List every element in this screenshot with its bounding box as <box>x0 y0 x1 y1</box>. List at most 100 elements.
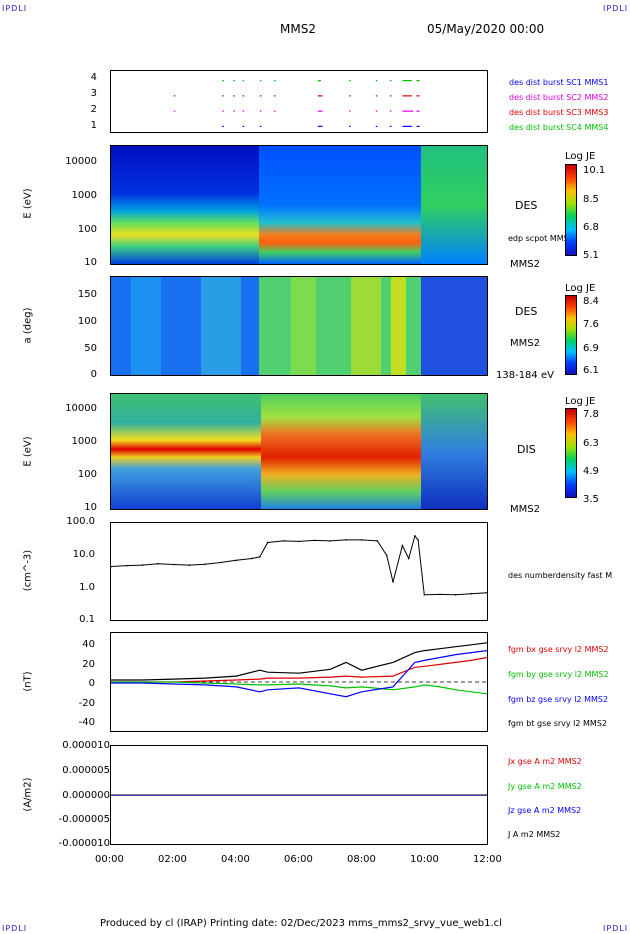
density-ylabel: (cm^-3) <box>22 549 34 592</box>
density-point <box>298 540 300 543</box>
des-pitch-ytick: 50 <box>84 343 97 354</box>
dis-energy-colorbar-title: Log JE <box>565 396 596 407</box>
des-energy-colorbar-tick: 6.8 <box>583 222 599 233</box>
des-energy-spacecraft: MMS2 <box>510 259 540 270</box>
corner-mark-bottom-left: IPDLI <box>2 924 28 933</box>
dis-energy-colorbar-tick: 7.8 <box>583 409 599 420</box>
density-point <box>376 540 379 542</box>
burst-ytick: 3 <box>90 88 97 99</box>
des-energy-colorbar-tick: 8.5 <box>583 194 599 205</box>
corner-mark-bottom-right: IPDLI <box>603 924 629 933</box>
dis-energy-ytick: 1000 <box>71 436 97 447</box>
des-pitch-colorbar-title: Log JE <box>565 283 596 294</box>
bfield-ytick: 20 <box>82 659 95 670</box>
density-point <box>251 557 253 560</box>
dis-energy-ytick: 10 <box>84 502 97 513</box>
time-tick: 02:00 <box>158 854 187 865</box>
des-energy-ytick: 100 <box>77 224 97 235</box>
des-pitch-spectrogram <box>111 277 487 375</box>
burst-ytick: 4 <box>90 72 97 83</box>
density-point <box>157 562 159 565</box>
des-energy-ytick: 1000 <box>71 190 97 201</box>
bfield-ytick: 0 <box>88 678 95 689</box>
des-pitch-instrument: DES <box>515 305 538 318</box>
burst-ytick: 2 <box>90 104 97 115</box>
des-energy-ytick: 10 <box>84 257 97 268</box>
des-pitch-colorbar <box>565 295 577 375</box>
bfield-plot <box>111 642 487 698</box>
burst-legend-sc4: des dist burst SC4 MMS4 <box>509 123 609 132</box>
burst-legend-sc2: des dist burst SC2 MMS2 <box>509 93 609 102</box>
burst-legend-sc1: des dist burst SC1 MMS1 <box>509 78 609 87</box>
density-point <box>282 540 285 542</box>
des-energy-colorbar-title: Log JE <box>565 151 596 162</box>
des-energy-colorbar-tick: 10.1 <box>583 165 606 176</box>
density-point <box>360 539 363 541</box>
current-plot <box>111 794 487 796</box>
des-pitch-ylabel: a (deg) <box>22 307 34 344</box>
bfield-series-line <box>111 681 487 695</box>
density-series-line <box>111 534 487 596</box>
dis-energy-ytick: 100 <box>77 469 97 480</box>
current-ytick: 0.000000 <box>62 790 110 801</box>
density-point <box>385 554 388 557</box>
current-ytick: -0.000005 <box>58 814 110 825</box>
dis-energy-ytick: 10000 <box>65 403 97 414</box>
des-energy-colorbar-tick: 5.1 <box>583 250 599 261</box>
bfield-legend-bz: fgm bz gse srvy l2 MMS2 <box>508 695 609 704</box>
density-ytick: 1.0 <box>79 582 95 593</box>
dis-energy-ylabel: E (eV) <box>22 436 34 467</box>
density-point <box>141 564 144 566</box>
burst-legend-sc3: des dist burst SC3 MMS3 <box>509 108 609 117</box>
des-pitch-ytick: 150 <box>77 289 97 300</box>
des-energy-colorbar <box>565 164 577 256</box>
burst-panel <box>110 70 488 133</box>
current-legend-jz: Jz gse A m2 MMS2 <box>508 806 582 815</box>
dis-energy-colorbar-tick: 6.3 <box>583 438 599 449</box>
density-point <box>111 565 112 568</box>
des-energy-scpot-label: edp scpot MMS2 <box>508 234 574 243</box>
density-point <box>219 561 222 564</box>
density-point <box>345 539 347 541</box>
density-point <box>423 594 426 596</box>
bfield-ytick: -20 <box>78 698 95 709</box>
des-pitch-ytick: 100 <box>77 316 97 327</box>
density-series-label: des numberdensity fast M <box>508 571 613 580</box>
current-legend-jx: Jx gse A m2 MMS2 <box>508 757 582 766</box>
density-point <box>401 544 404 547</box>
bfield-series-line <box>111 650 487 698</box>
dis-energy-colorbar-tick: 3.5 <box>583 494 599 505</box>
density-point <box>204 563 206 566</box>
date-title: 05/May/2020 00:00 <box>427 22 545 36</box>
current-legend-j: J A m2 MMS2 <box>508 830 561 839</box>
density-point <box>486 591 487 594</box>
dis-energy-colorbar-tick: 4.9 <box>583 466 599 477</box>
dis-energy-spectrogram <box>111 394 487 509</box>
current-ytick: 0.000010 <box>62 740 110 751</box>
des-pitch-colorbar-tick: 7.6 <box>583 319 599 330</box>
density-ytick: 0.1 <box>79 614 95 625</box>
time-tick: 04:00 <box>221 854 250 865</box>
des-pitch-panel <box>110 276 488 376</box>
density-point <box>392 581 394 583</box>
corner-mark-top-right: IPDLI <box>603 4 629 13</box>
des-energy-panel <box>110 145 488 265</box>
des-energy-ytick: 10000 <box>65 156 97 167</box>
des-pitch-ytick: 0 <box>90 369 97 380</box>
density-point <box>414 535 416 537</box>
corner-mark-top-left: IPDLI <box>2 4 28 13</box>
density-ytick: 10.0 <box>72 549 95 560</box>
density-ytick: 100.0 <box>66 516 95 527</box>
footer-credit: Produced by cl (IRAP) Printing date: 02/… <box>100 918 502 929</box>
density-point <box>313 539 316 542</box>
des-energy-instrument: DES <box>515 199 538 212</box>
burst-ytick: 1 <box>90 120 97 131</box>
des-pitch-energy-range: 138-184 eV <box>496 370 554 381</box>
current-ytick: 0.000005 <box>62 765 110 776</box>
density-point <box>235 559 238 562</box>
density-point <box>188 564 191 566</box>
current-panel <box>110 745 488 845</box>
density-point <box>454 594 457 596</box>
bfield-panel <box>110 632 488 732</box>
bfield-ylabel: (nT) <box>22 671 34 692</box>
